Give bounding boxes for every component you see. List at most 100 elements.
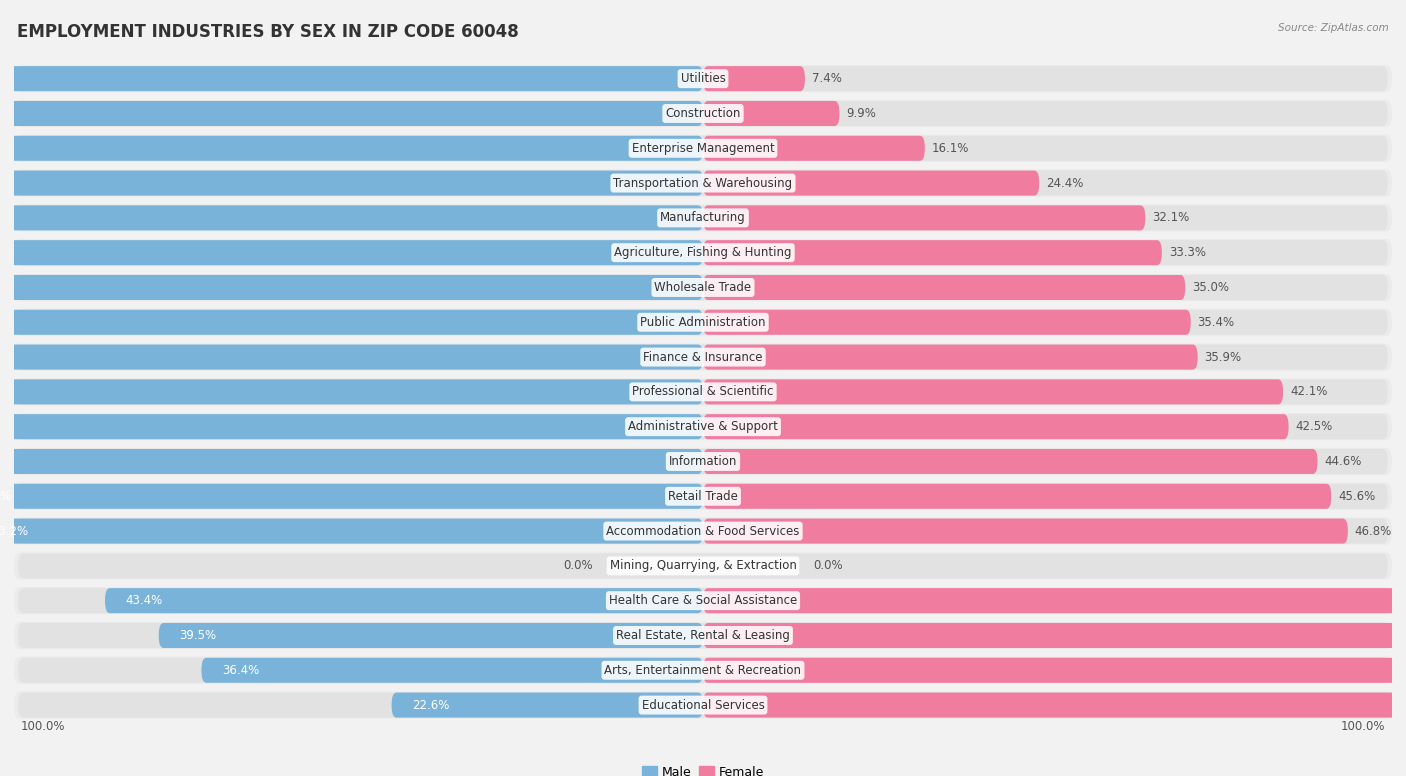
Text: Manufacturing: Manufacturing <box>661 211 745 224</box>
Text: 0.0%: 0.0% <box>813 559 842 573</box>
Text: 35.0%: 35.0% <box>1192 281 1229 294</box>
FancyBboxPatch shape <box>14 169 1392 196</box>
Text: 100.0%: 100.0% <box>21 720 66 733</box>
FancyBboxPatch shape <box>18 553 1388 578</box>
FancyBboxPatch shape <box>703 101 839 126</box>
FancyBboxPatch shape <box>14 656 1392 684</box>
FancyBboxPatch shape <box>703 518 1348 544</box>
FancyBboxPatch shape <box>18 449 1388 474</box>
FancyBboxPatch shape <box>703 171 1039 196</box>
FancyBboxPatch shape <box>14 344 1392 371</box>
FancyBboxPatch shape <box>18 483 1388 509</box>
Text: 100.0%: 100.0% <box>1340 720 1385 733</box>
FancyBboxPatch shape <box>18 171 1388 196</box>
FancyBboxPatch shape <box>0 518 703 544</box>
FancyBboxPatch shape <box>14 135 1392 162</box>
FancyBboxPatch shape <box>14 274 1392 301</box>
Text: 24.4%: 24.4% <box>1046 177 1084 189</box>
Text: 16.1%: 16.1% <box>932 142 969 154</box>
Text: EMPLOYMENT INDUSTRIES BY SEX IN ZIP CODE 60048: EMPLOYMENT INDUSTRIES BY SEX IN ZIP CODE… <box>17 23 519 41</box>
FancyBboxPatch shape <box>703 483 1331 509</box>
FancyBboxPatch shape <box>14 204 1392 231</box>
Text: Wholesale Trade: Wholesale Trade <box>654 281 752 294</box>
FancyBboxPatch shape <box>0 136 703 161</box>
FancyBboxPatch shape <box>18 275 1388 300</box>
Text: 45.6%: 45.6% <box>1339 490 1375 503</box>
FancyBboxPatch shape <box>18 66 1388 92</box>
Legend: Male, Female: Male, Female <box>637 761 769 776</box>
FancyBboxPatch shape <box>703 449 1317 474</box>
FancyBboxPatch shape <box>18 136 1388 161</box>
FancyBboxPatch shape <box>18 240 1388 265</box>
Text: Construction: Construction <box>665 107 741 120</box>
FancyBboxPatch shape <box>14 100 1392 127</box>
Text: Real Estate, Rental & Leasing: Real Estate, Rental & Leasing <box>616 629 790 642</box>
Text: Utilities: Utilities <box>681 72 725 85</box>
FancyBboxPatch shape <box>14 587 1392 615</box>
Text: 43.4%: 43.4% <box>125 594 163 607</box>
Text: 35.4%: 35.4% <box>1198 316 1234 329</box>
FancyBboxPatch shape <box>0 66 703 92</box>
FancyBboxPatch shape <box>18 101 1388 126</box>
Text: 9.9%: 9.9% <box>846 107 876 120</box>
FancyBboxPatch shape <box>18 588 1388 613</box>
Text: Enterprise Management: Enterprise Management <box>631 142 775 154</box>
FancyBboxPatch shape <box>0 206 703 230</box>
Text: 7.4%: 7.4% <box>811 72 842 85</box>
FancyBboxPatch shape <box>18 658 1388 683</box>
FancyBboxPatch shape <box>14 448 1392 475</box>
FancyBboxPatch shape <box>18 206 1388 230</box>
FancyBboxPatch shape <box>201 658 703 683</box>
Text: 33.3%: 33.3% <box>1168 246 1206 259</box>
FancyBboxPatch shape <box>14 379 1392 405</box>
FancyBboxPatch shape <box>18 345 1388 369</box>
FancyBboxPatch shape <box>392 692 703 718</box>
FancyBboxPatch shape <box>18 692 1388 718</box>
Text: Accommodation & Food Services: Accommodation & Food Services <box>606 525 800 538</box>
Text: Agriculture, Fishing & Hunting: Agriculture, Fishing & Hunting <box>614 246 792 259</box>
FancyBboxPatch shape <box>14 309 1392 336</box>
FancyBboxPatch shape <box>14 483 1392 510</box>
Text: Professional & Scientific: Professional & Scientific <box>633 386 773 398</box>
Text: Educational Services: Educational Services <box>641 698 765 712</box>
FancyBboxPatch shape <box>18 623 1388 648</box>
Text: Source: ZipAtlas.com: Source: ZipAtlas.com <box>1278 23 1389 33</box>
Text: 53.2%: 53.2% <box>0 525 28 538</box>
FancyBboxPatch shape <box>703 275 1185 300</box>
FancyBboxPatch shape <box>159 623 703 648</box>
Text: 54.4%: 54.4% <box>0 490 11 503</box>
FancyBboxPatch shape <box>0 171 703 196</box>
FancyBboxPatch shape <box>14 65 1392 92</box>
Text: 42.1%: 42.1% <box>1289 386 1327 398</box>
FancyBboxPatch shape <box>14 691 1392 719</box>
Text: Health Care & Social Assistance: Health Care & Social Assistance <box>609 594 797 607</box>
FancyBboxPatch shape <box>703 136 925 161</box>
Text: 39.5%: 39.5% <box>180 629 217 642</box>
Text: Information: Information <box>669 455 737 468</box>
FancyBboxPatch shape <box>703 379 1284 404</box>
Text: Transportation & Warehousing: Transportation & Warehousing <box>613 177 793 189</box>
FancyBboxPatch shape <box>14 622 1392 649</box>
Text: Administrative & Support: Administrative & Support <box>628 420 778 433</box>
FancyBboxPatch shape <box>703 345 1198 369</box>
FancyBboxPatch shape <box>0 345 703 369</box>
FancyBboxPatch shape <box>105 588 703 613</box>
Text: Finance & Insurance: Finance & Insurance <box>644 351 762 364</box>
FancyBboxPatch shape <box>18 310 1388 334</box>
FancyBboxPatch shape <box>0 449 703 474</box>
Text: Mining, Quarrying, & Extraction: Mining, Quarrying, & Extraction <box>610 559 796 573</box>
FancyBboxPatch shape <box>0 379 703 404</box>
FancyBboxPatch shape <box>703 658 1406 683</box>
FancyBboxPatch shape <box>0 275 703 300</box>
FancyBboxPatch shape <box>14 553 1392 580</box>
FancyBboxPatch shape <box>0 240 703 265</box>
Text: 32.1%: 32.1% <box>1152 211 1189 224</box>
FancyBboxPatch shape <box>0 483 703 509</box>
FancyBboxPatch shape <box>14 239 1392 266</box>
Text: 44.6%: 44.6% <box>1324 455 1362 468</box>
Text: Public Administration: Public Administration <box>640 316 766 329</box>
FancyBboxPatch shape <box>703 240 1161 265</box>
FancyBboxPatch shape <box>14 413 1392 440</box>
Text: 35.9%: 35.9% <box>1205 351 1241 364</box>
FancyBboxPatch shape <box>0 101 703 126</box>
